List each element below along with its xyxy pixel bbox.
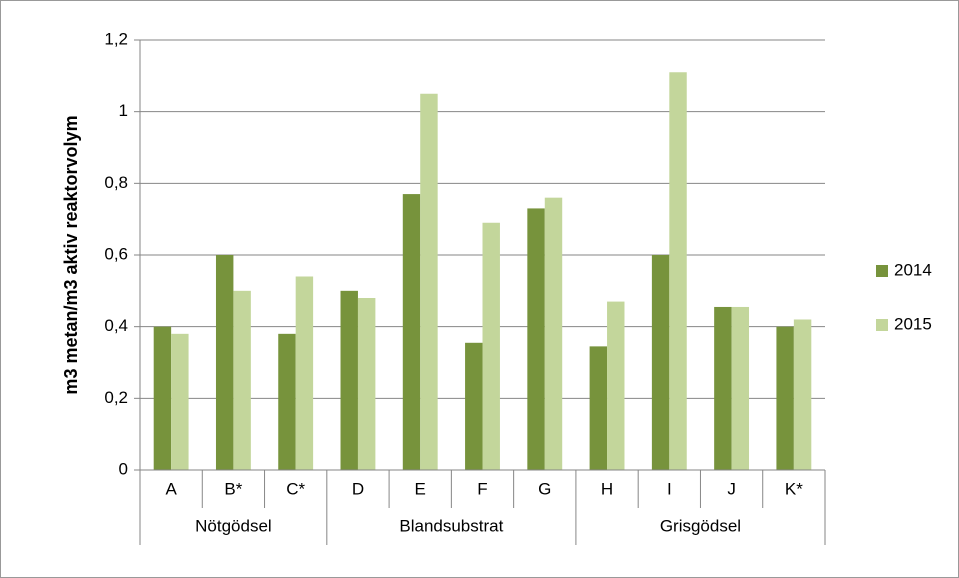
y-tick-label: 0,2 <box>104 388 128 407</box>
y-axis-title: m3 metan/m3 aktiv reaktorvolym <box>61 115 81 394</box>
bar <box>669 72 687 470</box>
bar <box>357 298 376 470</box>
legend-swatch <box>876 265 888 277</box>
bar <box>153 326 172 470</box>
x-tick-label: B* <box>224 479 242 498</box>
x-tick-label: C* <box>286 479 305 498</box>
bar <box>340 290 358 470</box>
bar <box>278 333 296 470</box>
y-tick-label: 1 <box>119 101 128 120</box>
bar <box>482 222 500 470</box>
bar <box>793 319 812 470</box>
x-tick-label: A <box>165 479 177 498</box>
bar <box>607 301 625 470</box>
bar <box>776 326 794 470</box>
bar <box>589 346 608 470</box>
y-tick-label: 1,2 <box>104 29 128 48</box>
bar <box>171 333 189 470</box>
bar <box>544 197 563 470</box>
x-tick-label: D <box>352 479 364 498</box>
bar <box>651 255 670 470</box>
group-label: Grisgödsel <box>660 516 741 535</box>
x-tick-label: H <box>601 479 613 498</box>
x-tick-label: J <box>727 479 736 498</box>
bar <box>420 93 438 470</box>
bar <box>402 194 421 471</box>
legend-label: 2015 <box>894 314 932 333</box>
bar <box>465 342 483 470</box>
x-tick-label: E <box>415 479 426 498</box>
x-tick-label: G <box>538 479 551 498</box>
bar <box>295 276 314 470</box>
bar <box>731 306 750 470</box>
y-tick-label: 0,4 <box>104 316 128 335</box>
bar <box>527 208 545 470</box>
x-tick-label: I <box>667 479 672 498</box>
bar <box>233 290 251 470</box>
y-tick-label: 0,6 <box>104 244 128 263</box>
x-tick-label: F <box>477 479 487 498</box>
bar <box>215 255 234 470</box>
group-label: Nötgödsel <box>195 516 272 535</box>
group-label: Blandsubstrat <box>399 516 503 535</box>
y-tick-label: 0,8 <box>104 173 128 192</box>
legend-swatch <box>876 319 888 331</box>
x-tick-label: K* <box>785 479 803 498</box>
bar <box>714 306 732 470</box>
y-tick-label: 0 <box>119 459 128 478</box>
legend-label: 2014 <box>894 260 932 279</box>
